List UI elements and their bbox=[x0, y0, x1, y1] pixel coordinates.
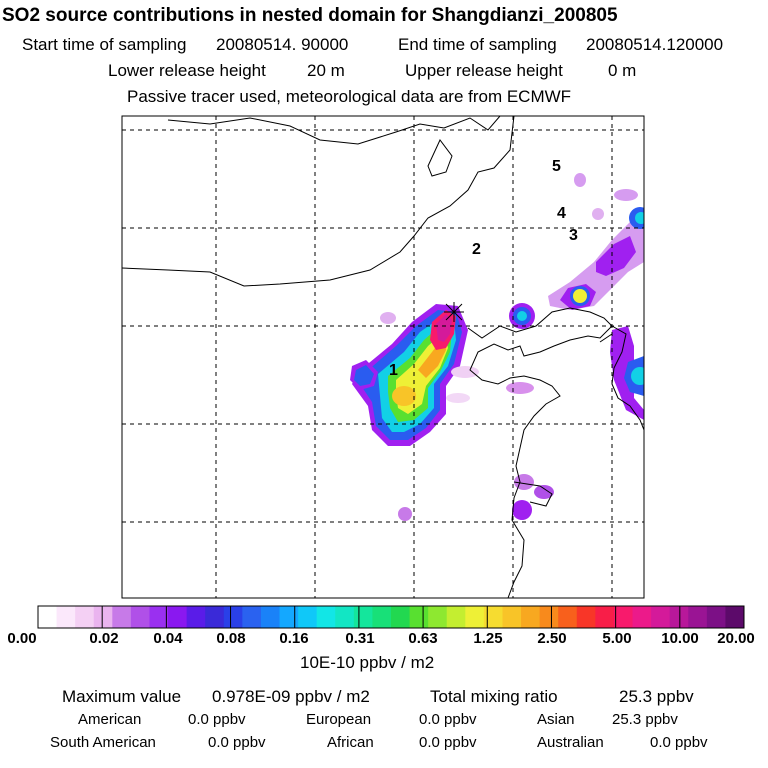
colorbar-swatch bbox=[669, 606, 689, 628]
colorbar-swatch bbox=[112, 606, 132, 628]
colorbar-swatch bbox=[149, 606, 169, 628]
colorbar-swatch bbox=[223, 606, 243, 628]
colorbar-swatch bbox=[353, 606, 373, 628]
colorbar-swatch bbox=[558, 606, 578, 628]
region-label-4: 4 bbox=[557, 205, 566, 222]
end-time-value: 20080514.120000 bbox=[586, 35, 724, 54]
colorbar-swatch bbox=[483, 606, 503, 628]
colorbar bbox=[37, 606, 745, 628]
plume-central bbox=[350, 304, 468, 446]
colorbar-tick-label: 1.25 bbox=[473, 630, 503, 647]
colorbar-swatch bbox=[725, 606, 745, 628]
region-european-name: European bbox=[306, 711, 372, 728]
total-mixing-label: Total mixing ratio bbox=[430, 687, 558, 706]
region-label-5: 5 bbox=[552, 158, 561, 175]
colorbar-frame bbox=[37, 605, 745, 629]
total-mixing-value: 25.3 ppbv bbox=[619, 687, 694, 706]
colorbar-swatch bbox=[335, 606, 355, 628]
lower-height-label: Lower release height bbox=[108, 61, 266, 80]
spot-coast bbox=[509, 303, 535, 329]
colorbar-swatch bbox=[93, 606, 113, 628]
end-time-label: End time of sampling bbox=[398, 35, 557, 54]
colorbar-swatch bbox=[502, 606, 522, 628]
region-south-american-value: 0.0 ppbv bbox=[208, 734, 266, 751]
colorbar-swatch bbox=[613, 606, 634, 628]
region-label-1: 1 bbox=[389, 362, 398, 379]
region-african-value: 0.0 ppbv bbox=[419, 734, 477, 751]
region-asian-value: 25.3 ppbv bbox=[612, 711, 678, 728]
colorbar-tick-label: 2.50 bbox=[537, 630, 567, 647]
station-marker-icon bbox=[444, 302, 464, 322]
colorbar-tick-label: 0.00 bbox=[7, 630, 37, 647]
colorbar-swatch bbox=[242, 606, 262, 628]
colorbar-tick-label: 5.00 bbox=[602, 630, 632, 647]
max-value-label: Maximum value bbox=[62, 687, 182, 706]
chart-title: SO2 source contributions in nested domai… bbox=[2, 5, 618, 26]
upper-height-value: 0 m bbox=[608, 61, 637, 80]
colorbar-swatch bbox=[632, 606, 652, 628]
plume-south bbox=[398, 474, 554, 521]
region-american-name: American bbox=[78, 711, 142, 728]
max-value: 0.978E-09 ppbv / m2 bbox=[212, 687, 370, 706]
region-european-value: 0.0 ppbv bbox=[419, 711, 477, 728]
colorbar-swatch bbox=[279, 606, 299, 628]
start-time-label: Start time of sampling bbox=[22, 35, 187, 54]
colorbar-swatch bbox=[409, 606, 429, 628]
region-label-2: 2 bbox=[472, 241, 481, 258]
colorbar-units: 10E-10 ppbv / m2 bbox=[300, 653, 435, 672]
map-frame bbox=[121, 115, 645, 599]
coastlines bbox=[122, 116, 644, 598]
colorbar-swatch bbox=[260, 606, 281, 628]
region-asian-name: Asian bbox=[537, 711, 575, 728]
colorbar-swatch bbox=[75, 606, 95, 628]
lower-height-value: 20 m bbox=[307, 61, 345, 80]
region-australian-value: 0.0 ppbv bbox=[650, 734, 708, 751]
map-gridlines bbox=[122, 116, 644, 598]
start-time-value: 20080514. 90000 bbox=[216, 35, 349, 54]
colorbar-tick-label: 0.02 bbox=[89, 630, 119, 647]
colorbar-swatch bbox=[446, 606, 466, 628]
colorbar-tick-label: 0.63 bbox=[408, 630, 438, 647]
region-african-name: African bbox=[327, 734, 374, 751]
colorbar-swatch bbox=[316, 606, 336, 628]
colorbar-tick-label: 20.00 bbox=[717, 630, 755, 647]
plume-east-edge bbox=[610, 326, 644, 420]
colorbar-swatch bbox=[651, 606, 671, 628]
colorbar-tick-label: 0.31 bbox=[345, 630, 375, 647]
colorbar-swatch bbox=[576, 606, 596, 628]
colorbar-tick-label: 0.08 bbox=[216, 630, 246, 647]
colorbar-swatch bbox=[186, 606, 206, 628]
tracer-note: Passive tracer used, meteorological data… bbox=[127, 87, 572, 106]
region-australian-name: Australian bbox=[537, 734, 604, 751]
region-label-3: 3 bbox=[569, 227, 578, 244]
colorbar-tick-label: 10.00 bbox=[661, 630, 699, 647]
colorbar-swatch bbox=[595, 606, 615, 628]
colorbar-swatch bbox=[539, 606, 559, 628]
colorbar-swatch bbox=[688, 606, 708, 628]
upper-height-label: Upper release height bbox=[405, 61, 563, 80]
colorbar-swatch bbox=[130, 606, 150, 628]
plume-northeast bbox=[548, 173, 644, 310]
colorbar-swatch bbox=[168, 606, 188, 628]
colorbar-swatch bbox=[706, 606, 726, 628]
colorbar-swatch bbox=[428, 606, 448, 628]
region-south-american-name: South American bbox=[50, 734, 156, 751]
colorbar-swatch bbox=[38, 606, 58, 628]
colorbar-swatch bbox=[205, 606, 225, 628]
colorbar-swatch bbox=[372, 606, 392, 628]
colorbar-swatch bbox=[298, 606, 318, 628]
region-american-value: 0.0 ppbv bbox=[188, 711, 246, 728]
colorbar-swatch bbox=[521, 606, 541, 628]
concentration-field bbox=[350, 173, 644, 521]
colorbar-swatch bbox=[391, 606, 411, 628]
colorbar-swatch bbox=[56, 606, 76, 628]
colorbar-tick-label: 0.16 bbox=[279, 630, 309, 647]
colorbar-tick-label: 0.04 bbox=[153, 630, 183, 647]
colorbar-swatch bbox=[465, 606, 485, 628]
